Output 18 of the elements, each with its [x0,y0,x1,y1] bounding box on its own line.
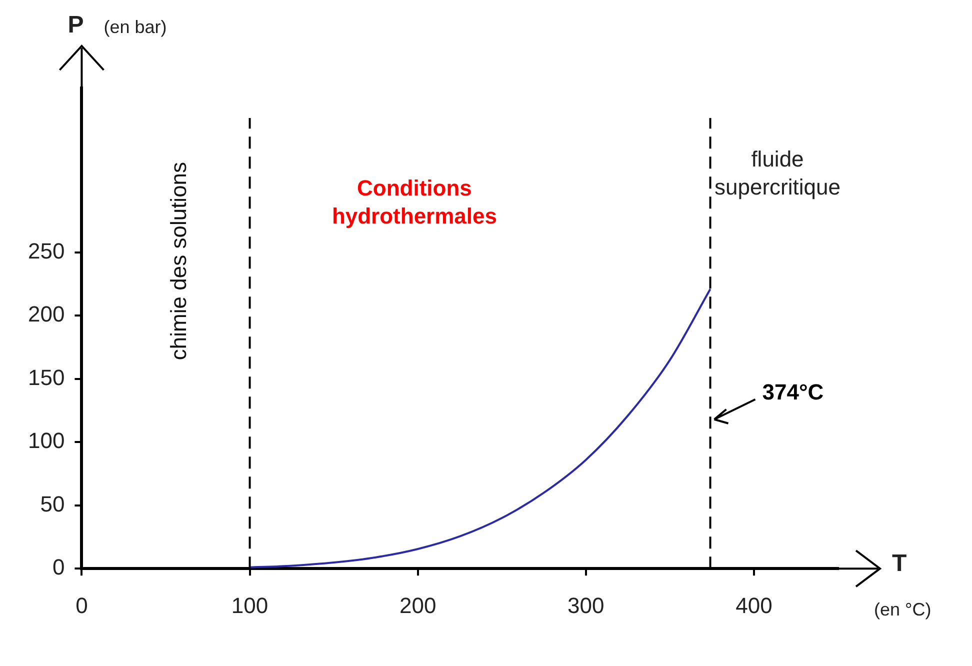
y-tick-label: 150 [28,364,65,390]
x-axis-title: T (en °C) [874,550,932,620]
annotation: chimie des solutions [166,162,192,360]
line-series [248,288,712,568]
y-axis-title: P (en bar) [68,12,167,39]
x-tick-label: 400 [736,592,772,618]
ref-line-label: 374°C [762,379,824,404]
y-tick-label: 250 [28,238,65,264]
x-tick-label: 100 [231,592,268,618]
y-tick-label: 200 [28,302,65,327]
y-tick-label: 100 [28,428,65,454]
x-tick-label: 200 [399,592,436,618]
x-tick-label: 0 [76,592,88,618]
annotation: Conditions hydrothermales [332,175,498,228]
y-tick-label: 50 [40,491,65,516]
x-tick-label: 300 [568,592,604,618]
y-tick-label: 0 [52,554,65,580]
annotation: fluide supercritique [714,146,840,200]
